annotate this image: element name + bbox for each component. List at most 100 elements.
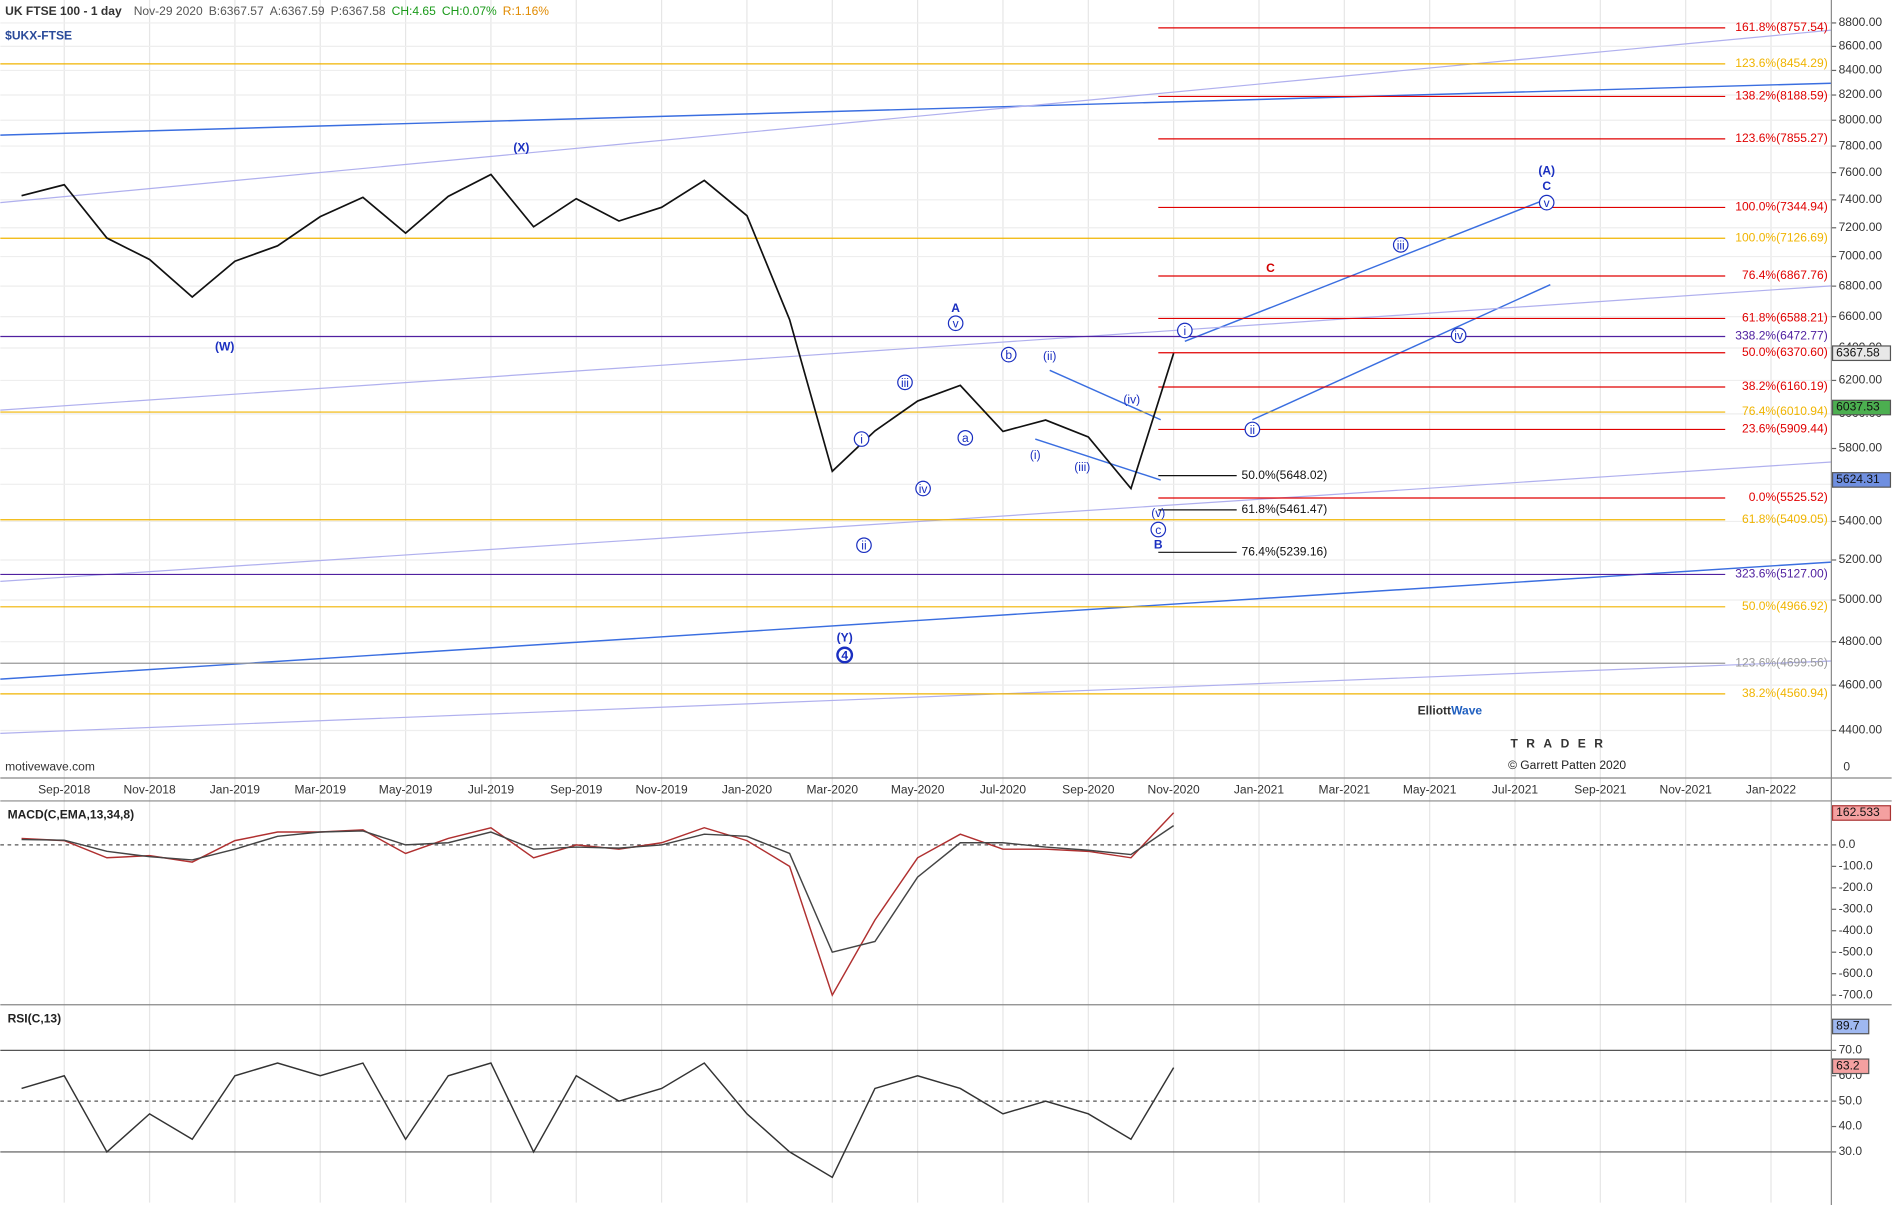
rsi-tag-label: 89.7: [1836, 1019, 1860, 1033]
x-tick-label: Mar-2020: [807, 782, 859, 796]
y-tick-label: 50.0: [1839, 1093, 1863, 1107]
y-tick-label: -400.0: [1839, 923, 1873, 937]
wave-circle: [947, 315, 964, 332]
y-tick-label: -100.0: [1839, 859, 1873, 873]
macd-title: MACD(C,EMA,13,34,8): [8, 808, 135, 822]
x-tick-label: Sep-2020: [1062, 782, 1115, 796]
y-tick-label: 8600.00: [1839, 39, 1883, 53]
wave-label: B: [1154, 537, 1163, 551]
wave-label: (i): [1030, 448, 1041, 462]
trendline: [1035, 438, 1161, 481]
level-label: 123.6%(7855.27): [1735, 131, 1827, 145]
x-tick-label: Mar-2021: [1319, 782, 1371, 796]
price-tag-label: 6367.58: [1836, 345, 1880, 359]
y-tick-label: 5400.00: [1839, 514, 1883, 528]
wave-label: v: [953, 317, 959, 331]
level-label: 50.0%(4966.92): [1742, 599, 1828, 613]
x-tick-label: Jan-2022: [1746, 782, 1797, 796]
trendline: [0, 285, 1832, 411]
level-label: 123.6%(4699.56): [1735, 655, 1827, 669]
y-tick-label: 4800.00: [1839, 634, 1883, 648]
trendline: [0, 461, 1832, 582]
price-tag: [1831, 399, 1892, 416]
wave-label: (iv): [1123, 393, 1140, 407]
wave-circle: [1000, 346, 1017, 363]
y-tick-label: 5200.00: [1839, 552, 1883, 566]
wave-circle: [915, 480, 931, 497]
wave-label: (X): [513, 141, 529, 155]
header-price: P:6367.58: [331, 4, 386, 18]
level-label: 100.0%(7344.94): [1735, 200, 1827, 214]
header-date: Nov-29 2020: [134, 4, 203, 18]
y-tick-label: 40.0: [1839, 1119, 1863, 1133]
header-bid: B:6367.57: [209, 4, 264, 18]
y-tick-label: -300.0: [1839, 901, 1873, 915]
wave-circle: [1176, 322, 1193, 339]
y-tick-label: 7200.00: [1839, 220, 1883, 234]
x-tick-label: Nov-2020: [1148, 782, 1201, 796]
y-tick-label: 7600.00: [1839, 165, 1883, 179]
level-label: 76.4%(6010.94): [1742, 404, 1828, 418]
wave-label: b: [1005, 348, 1012, 362]
wave-label: (Y): [837, 630, 853, 644]
y-tick-label: 8200.00: [1839, 87, 1883, 101]
rsi-tag-label: 63.2: [1836, 1058, 1860, 1072]
wave-label: v: [1544, 196, 1550, 210]
wave-label: C: [1266, 261, 1275, 275]
x-tick-label: Nov-2018: [123, 782, 176, 796]
level-label: 61.8%(6588.21): [1742, 311, 1828, 325]
level-label: 338.2%(6472.77): [1735, 329, 1827, 343]
level-label: 100.0%(7126.69): [1735, 230, 1827, 244]
x-tick-label: Sep-2019: [550, 782, 603, 796]
wave-label: a: [962, 431, 969, 445]
y-tick-label: 6600.00: [1839, 309, 1883, 323]
x-tick-label: May-2021: [1403, 782, 1457, 796]
level-label: 38.2%(4560.94): [1742, 686, 1828, 700]
y-tick-label: 7000.00: [1839, 249, 1883, 263]
y-tick-label: 6200.00: [1839, 373, 1883, 387]
copyright: © Garrett Patten 2020: [1508, 758, 1626, 772]
y-tick-label: 8800.00: [1839, 15, 1883, 29]
x-tick-label: Sep-2021: [1574, 782, 1627, 796]
wave-label: iv: [1454, 329, 1463, 343]
level-label: 0.0%(5525.52): [1749, 490, 1828, 504]
rsi-tag: [1831, 1058, 1870, 1075]
logo: ElliottWave: [1418, 704, 1483, 718]
price-tag: [1831, 345, 1892, 362]
layer: Sep-2018 Nov-2018 Jan-2019 Mar-2019 May-2019…: [0, 15, 1892, 1179]
wave-label: i: [860, 432, 863, 446]
wave-circle: [1538, 194, 1555, 211]
wave-label: c: [1155, 523, 1161, 537]
y-tick-label: 8000.00: [1839, 112, 1883, 126]
rsi-line: [21, 1062, 1175, 1179]
wave-label: (v): [1151, 506, 1165, 520]
x-tick-label: Jan-2021: [1234, 782, 1285, 796]
level-label: 23.6%(5909.44): [1742, 422, 1828, 436]
y-tick-label: 7400.00: [1839, 192, 1883, 206]
axis-extra: 0: [1843, 759, 1850, 773]
macd-line: [21, 824, 1175, 954]
wave-circle: [957, 430, 974, 446]
price-tag-label: 6037.53: [1836, 400, 1880, 414]
y-tick-label: -700.0: [1839, 987, 1873, 1001]
y-tick-label: 30.0: [1839, 1144, 1863, 1158]
level-label: 76.4%(6867.76): [1742, 268, 1828, 282]
level-label: 61.8%(5409.05): [1742, 512, 1828, 526]
rsi-title: RSI(C,13): [8, 1011, 62, 1025]
wave-circle: [897, 374, 913, 391]
wave-circle: [853, 431, 870, 447]
y-tick-label: 6800.00: [1839, 278, 1883, 292]
wave-label: (W): [215, 340, 234, 354]
wave-circle: [1392, 237, 1409, 253]
level-label: 323.6%(5127.00): [1735, 567, 1827, 581]
source: motivewave.com: [5, 759, 95, 773]
wave-label: ii: [861, 539, 866, 553]
level-label: 161.8%(8757.54): [1735, 20, 1827, 34]
y-tick-label: 7800.00: [1839, 138, 1883, 152]
wave-circle: [1244, 421, 1261, 438]
trendline: [0, 561, 1832, 680]
grid: [0, 0, 1832, 1203]
